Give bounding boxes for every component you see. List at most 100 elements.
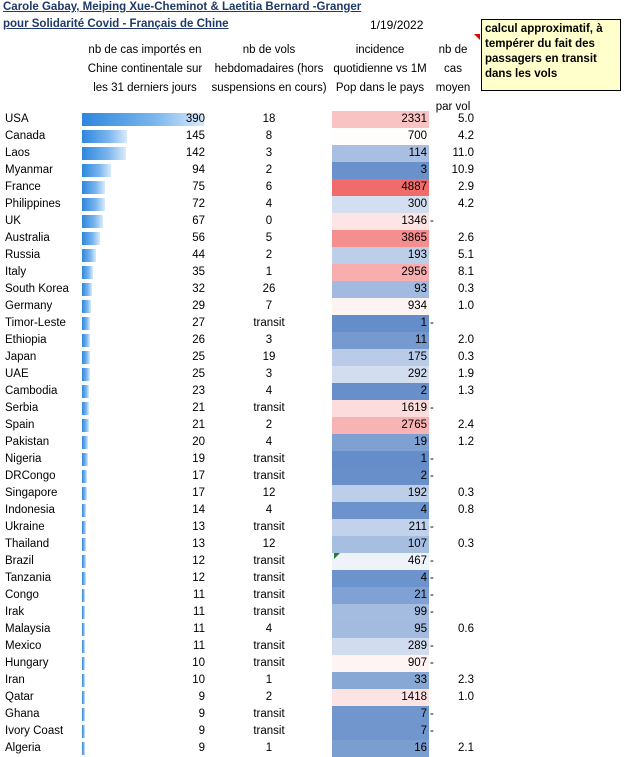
country-cell[interactable]: Myanmar <box>5 164 53 176</box>
incidence-cell[interactable]: 1 <box>332 315 429 332</box>
average-cell[interactable] <box>432 315 474 332</box>
country-cell[interactable]: UK <box>5 215 21 227</box>
average-cell[interactable] <box>432 570 474 587</box>
incidence-cell[interactable]: 7 <box>332 723 429 740</box>
flights-cell[interactable]: 3 <box>265 147 273 159</box>
empty-marker[interactable]: - <box>430 657 434 669</box>
flights-cell[interactable]: 1 <box>265 742 273 754</box>
incidence-cell[interactable]: 2956 <box>332 264 429 281</box>
country-cell[interactable]: Serbia <box>5 402 39 414</box>
average-cell[interactable]: 1.0 <box>458 300 474 312</box>
empty-marker[interactable]: - <box>430 725 434 737</box>
flights-cell[interactable]: transit <box>253 708 285 720</box>
cases-cell[interactable]: 17 <box>192 470 205 482</box>
cases-cell[interactable]: 9 <box>198 708 205 720</box>
country-cell[interactable]: Singapore <box>5 487 58 499</box>
incidence-cell[interactable]: 19 <box>332 434 429 451</box>
flights-cell[interactable]: transit <box>253 725 285 737</box>
cases-cell[interactable]: 56 <box>192 232 205 244</box>
flights-cell[interactable]: 5 <box>265 232 273 244</box>
average-cell[interactable] <box>432 451 474 468</box>
average-cell[interactable] <box>432 468 474 485</box>
incidence-cell[interactable]: 292 <box>332 366 429 383</box>
incidence-cell[interactable]: 7 <box>332 706 429 723</box>
country-cell[interactable]: Congo <box>5 589 39 601</box>
average-cell[interactable]: 5.1 <box>458 249 474 261</box>
incidence-cell[interactable]: 934 <box>332 298 429 315</box>
average-cell[interactable]: 2.4 <box>458 419 474 431</box>
cases-cell[interactable]: 13 <box>192 538 205 550</box>
average-cell[interactable] <box>432 400 474 417</box>
flights-cell[interactable]: 0 <box>265 215 273 227</box>
flights-cell[interactable]: 6 <box>265 181 273 193</box>
incidence-cell[interactable]: 1346 <box>332 213 429 230</box>
flights-cell[interactable]: 4 <box>265 436 273 448</box>
incidence-cell[interactable]: 114 <box>332 145 429 162</box>
flights-cell[interactable]: 2 <box>265 419 273 431</box>
cases-cell[interactable]: 75 <box>192 181 205 193</box>
average-cell[interactable]: 1.2 <box>458 436 474 448</box>
flights-cell[interactable]: 8 <box>265 130 273 142</box>
empty-marker[interactable]: - <box>430 640 434 652</box>
average-cell[interactable]: 0.8 <box>458 504 474 516</box>
average-cell[interactable]: 11.0 <box>452 147 474 159</box>
incidence-cell[interactable]: 4887 <box>332 179 429 196</box>
average-cell[interactable] <box>432 706 474 723</box>
average-cell[interactable]: 4.2 <box>458 130 474 142</box>
cases-cell[interactable]: 26 <box>192 334 205 346</box>
cases-cell[interactable]: 14 <box>192 504 205 516</box>
country-cell[interactable]: Ukraine <box>5 521 45 533</box>
cases-cell[interactable]: 27 <box>192 317 205 329</box>
incidence-cell[interactable]: 11 <box>332 332 429 349</box>
cases-cell[interactable]: 11 <box>193 589 205 601</box>
incidence-cell[interactable]: 21 <box>332 587 429 604</box>
country-cell[interactable]: USA <box>5 113 29 125</box>
country-cell[interactable]: France <box>5 181 41 193</box>
country-cell[interactable]: Laos <box>5 147 30 159</box>
flights-cell[interactable]: transit <box>253 317 285 329</box>
average-cell[interactable]: 2.9 <box>458 181 474 193</box>
country-cell[interactable]: Philippines <box>5 198 61 210</box>
country-cell[interactable]: Hungary <box>5 657 49 669</box>
flights-cell[interactable]: transit <box>253 453 285 465</box>
flights-cell[interactable]: 2 <box>265 164 273 176</box>
flights-cell[interactable]: transit <box>253 606 285 618</box>
average-cell[interactable] <box>432 638 474 655</box>
flights-cell[interactable]: transit <box>253 555 285 567</box>
incidence-cell[interactable]: 1418 <box>332 689 429 706</box>
country-cell[interactable]: Japan <box>5 351 37 363</box>
incidence-cell[interactable]: 3 <box>332 162 429 179</box>
flights-cell[interactable]: 12 <box>262 538 276 550</box>
cases-cell[interactable]: 20 <box>192 436 205 448</box>
incidence-cell[interactable]: 99 <box>332 604 429 621</box>
country-cell[interactable]: Indonesia <box>5 504 55 516</box>
country-cell[interactable]: Ethiopia <box>5 334 47 346</box>
incidence-cell[interactable]: 193 <box>332 247 429 264</box>
flights-cell[interactable]: transit <box>253 521 285 533</box>
incidence-cell[interactable]: 33 <box>332 672 429 689</box>
incidence-cell[interactable]: 211 <box>332 519 429 536</box>
flights-cell[interactable]: 18 <box>262 113 276 125</box>
average-cell[interactable]: 2.1 <box>458 742 474 754</box>
incidence-cell[interactable]: 700 <box>332 128 429 145</box>
cases-cell[interactable]: 72 <box>192 198 205 210</box>
average-cell[interactable] <box>432 519 474 536</box>
country-cell[interactable]: Qatar <box>5 691 34 703</box>
cases-cell[interactable]: 9 <box>198 725 205 737</box>
average-cell[interactable] <box>432 604 474 621</box>
cases-cell[interactable]: 29 <box>192 300 205 312</box>
average-cell[interactable] <box>432 723 474 740</box>
flights-cell[interactable]: 7 <box>265 300 273 312</box>
incidence-cell[interactable]: 175 <box>332 349 429 366</box>
flights-cell[interactable]: 4 <box>265 198 273 210</box>
average-cell[interactable]: 5.0 <box>458 113 474 125</box>
average-cell[interactable]: 2.3 <box>458 674 474 686</box>
flights-cell[interactable]: transit <box>253 657 285 669</box>
country-cell[interactable]: Italy <box>5 266 27 278</box>
flights-cell[interactable]: 4 <box>265 385 273 397</box>
cases-cell[interactable]: 19 <box>192 453 205 465</box>
incidence-cell[interactable]: 289 <box>332 638 429 655</box>
incidence-cell[interactable]: 107 <box>332 536 429 553</box>
empty-marker[interactable]: - <box>430 215 434 227</box>
flights-cell[interactable]: transit <box>253 470 285 482</box>
